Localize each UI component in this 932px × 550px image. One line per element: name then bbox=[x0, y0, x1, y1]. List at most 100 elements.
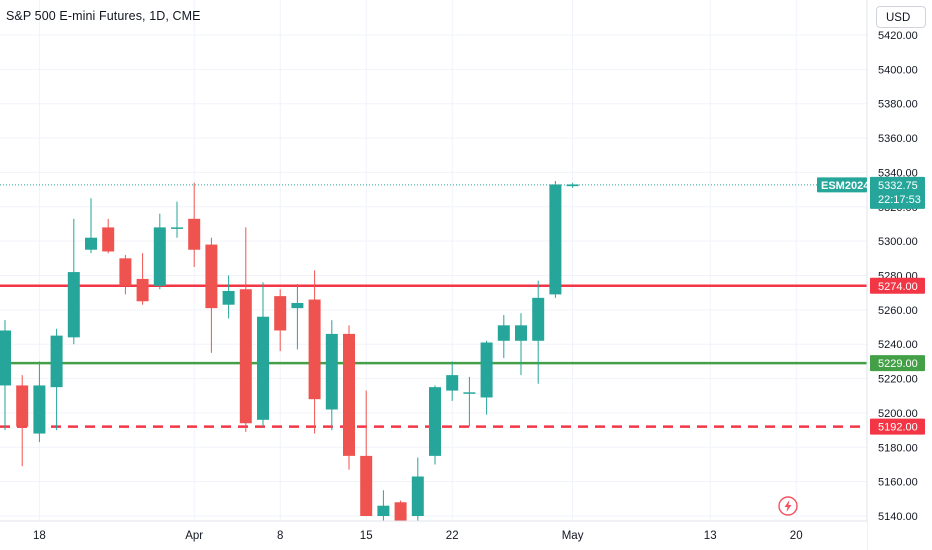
price-axis-ticks: 5140.00 5160.00 5180.00 5200.00 5220.00 5240.… bbox=[878, 30, 918, 523]
symbol-tag bbox=[817, 177, 867, 193]
candle-body bbox=[188, 218, 201, 250]
candle-body bbox=[153, 227, 166, 286]
candle-body bbox=[480, 342, 493, 398]
price-tick-label: 5200.00 bbox=[878, 408, 918, 420]
price-axis[interactable] bbox=[867, 0, 932, 550]
candle bbox=[153, 213, 166, 290]
candle-body bbox=[16, 385, 29, 427]
price-tick-label: 5140.00 bbox=[878, 511, 918, 523]
candle-body bbox=[291, 302, 304, 309]
candle-body bbox=[446, 375, 459, 391]
candle-body bbox=[102, 227, 115, 252]
candle bbox=[291, 284, 304, 350]
candle-body bbox=[532, 297, 545, 341]
candle-body bbox=[429, 387, 441, 456]
time-axis-ticks: 18 Apr 8 15 22 May 13 20 bbox=[33, 530, 803, 542]
price-tick-label: 5360.00 bbox=[878, 133, 918, 145]
candle bbox=[257, 282, 269, 427]
price-tick-label: 5260.00 bbox=[878, 305, 918, 317]
candle-body bbox=[549, 184, 562, 295]
candle bbox=[308, 270, 321, 434]
candle bbox=[205, 237, 218, 353]
time-tick-label: 20 bbox=[790, 530, 803, 542]
candle bbox=[446, 361, 459, 401]
candle bbox=[188, 182, 201, 267]
candle bbox=[16, 375, 29, 467]
price-tick-label: 5420.00 bbox=[878, 30, 918, 42]
time-axis[interactable] bbox=[0, 521, 867, 550]
candle-body bbox=[67, 272, 80, 338]
candle-body bbox=[33, 385, 46, 434]
price-tags: 5274.00 5229.00 5192.00 ESM2024 5332.75 22:17… bbox=[817, 176, 925, 435]
price-tag-text: 5274.00 bbox=[878, 281, 918, 293]
candle-body bbox=[360, 455, 373, 516]
candle bbox=[33, 361, 46, 443]
time-tick-label: May bbox=[562, 530, 584, 542]
candle-body bbox=[171, 227, 183, 229]
candle bbox=[566, 182, 579, 188]
candle bbox=[119, 254, 132, 295]
candle bbox=[325, 320, 338, 431]
candle bbox=[497, 315, 510, 358]
last-price-text: 5332.75 bbox=[878, 180, 918, 192]
time-tick-label: 13 bbox=[704, 530, 717, 542]
candle-body bbox=[85, 237, 97, 250]
candle-body bbox=[222, 290, 235, 305]
price-tick-label: 5340.00 bbox=[878, 167, 918, 179]
candle-body bbox=[205, 244, 218, 309]
symbol-tag-text: ESM2024 bbox=[821, 180, 870, 192]
candle bbox=[343, 325, 355, 470]
candle bbox=[102, 218, 115, 254]
candle bbox=[171, 201, 183, 238]
candle bbox=[549, 181, 562, 298]
candle bbox=[360, 390, 373, 516]
candle bbox=[85, 198, 97, 254]
candle-body bbox=[463, 392, 476, 394]
candle bbox=[274, 289, 287, 352]
candle bbox=[50, 328, 63, 431]
candle bbox=[67, 218, 80, 345]
candle-body bbox=[308, 299, 321, 400]
time-tick-label: 15 bbox=[360, 530, 373, 542]
chart-grid bbox=[0, 0, 867, 521]
candle-body bbox=[377, 505, 390, 516]
candle-body bbox=[411, 476, 424, 516]
price-tick-label: 5160.00 bbox=[878, 477, 918, 489]
price-tick-label: 5380.00 bbox=[878, 99, 918, 111]
last-price-tag bbox=[870, 176, 925, 209]
candle-body bbox=[566, 184, 579, 187]
candle-body bbox=[119, 258, 132, 286]
time-tick-label: 22 bbox=[446, 530, 459, 542]
countdown-text: 22:17:53 bbox=[878, 194, 921, 206]
price-tag-text: 5229.00 bbox=[878, 358, 918, 370]
candle bbox=[222, 275, 235, 319]
candle-body bbox=[343, 333, 355, 456]
candle-body bbox=[136, 278, 149, 302]
candle bbox=[480, 340, 493, 415]
price-tag-5229.00 bbox=[870, 355, 925, 372]
candle bbox=[239, 227, 252, 432]
candle bbox=[515, 313, 527, 376]
candle-body bbox=[50, 335, 63, 388]
time-tick-label: 8 bbox=[277, 530, 283, 542]
candle-body bbox=[0, 330, 11, 386]
candle-body bbox=[325, 333, 338, 410]
time-tick-label: Apr bbox=[185, 530, 203, 542]
price-tag-text: 5192.00 bbox=[878, 422, 918, 434]
price-tick-label: 5240.00 bbox=[878, 339, 918, 351]
candle-body bbox=[497, 325, 510, 341]
price-tick-label: 5400.00 bbox=[878, 64, 918, 76]
chart-title: S&P 500 E-mini Futures, 1D, CME bbox=[6, 9, 201, 23]
candle-body bbox=[274, 296, 287, 331]
price-tick-label: 5180.00 bbox=[878, 442, 918, 454]
price-tag-5192.00 bbox=[870, 418, 925, 435]
price-tag-5274.00 bbox=[870, 277, 925, 294]
candle bbox=[136, 253, 149, 305]
candle bbox=[532, 280, 545, 384]
candle-body bbox=[257, 316, 269, 420]
price-tick-label: 5220.00 bbox=[878, 374, 918, 386]
currency-button[interactable]: USD bbox=[876, 6, 926, 28]
candle-body bbox=[515, 325, 527, 341]
lightning-bolt-icon[interactable] bbox=[778, 496, 798, 516]
